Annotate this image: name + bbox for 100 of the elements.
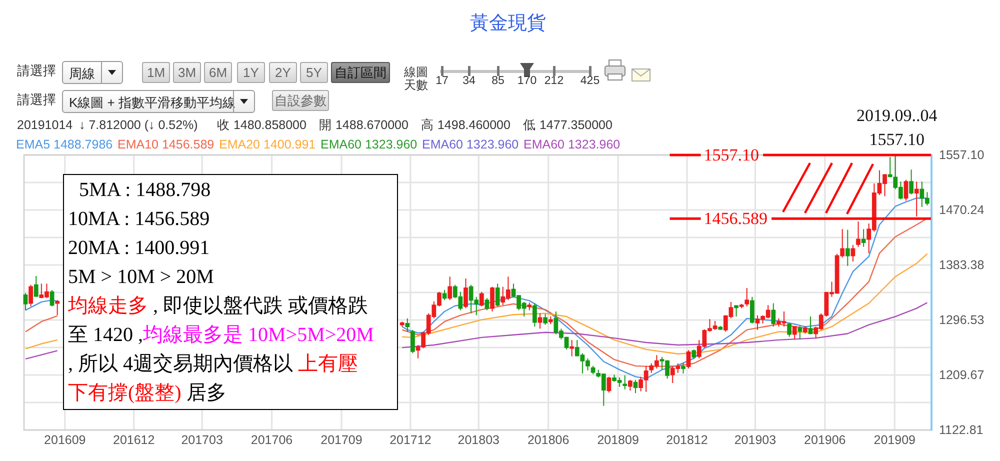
- annotation: , 即使以盤代跌 或價格跌: [152, 295, 368, 317]
- annotation: 上有壓: [298, 353, 358, 375]
- candlestick: [850, 244, 856, 262]
- annotation: 均線走多: [68, 295, 148, 317]
- text: 請選擇: [17, 63, 56, 79]
- x-tick-label: 201903: [734, 433, 776, 447]
- candlestick: [681, 362, 686, 374]
- candlestick: [590, 365, 596, 375]
- annotation: 1557.10: [869, 130, 925, 149]
- candlestick: [622, 374, 628, 390]
- annotation: 10MA : 1456.589: [68, 207, 211, 232]
- annotation: 5MA : 1488.798: [78, 178, 212, 203]
- button: 自訂區間: [331, 62, 390, 83]
- candlestick: [28, 284, 34, 307]
- x-tick-label: 201909: [874, 433, 916, 447]
- candlestick: [808, 316, 813, 335]
- candlestick: [50, 289, 54, 307]
- x-tick-label: 201806: [527, 433, 570, 447]
- text: 212: [544, 74, 564, 89]
- candlestick: [410, 329, 415, 354]
- button: 6M: [204, 62, 232, 83]
- candlestick: [448, 276, 452, 301]
- text: 425: [580, 74, 600, 89]
- x-tick-label: 201709: [320, 433, 362, 447]
- button: 2Y: [269, 62, 297, 83]
- candlestick: [798, 326, 802, 340]
- x-tick-label: 201706: [250, 433, 293, 447]
- candlestick: [538, 312, 542, 330]
- y-tick-label: 1557.10: [939, 148, 984, 162]
- annotation: 2019.09..04: [856, 106, 938, 125]
- x-tick-label: 201803: [458, 433, 500, 447]
- text: 17: [436, 74, 448, 89]
- candlestick: [479, 291, 484, 307]
- candlestick: [739, 303, 744, 309]
- candlestick: [527, 302, 532, 311]
- text: ↓ 7.812000 (↓ 0.52%): [79, 117, 198, 133]
- candlestick: [633, 379, 638, 394]
- candlestick: [484, 298, 490, 311]
- x-tick-label: 201609: [44, 433, 86, 447]
- text: EMA60 1323.960: [524, 138, 620, 152]
- x-tick-label: 201812: [666, 433, 708, 447]
- text: EMA60 1323.960: [320, 138, 418, 152]
- candlestick: [803, 326, 808, 334]
- candlestick: [532, 302, 537, 328]
- annotation: 至 1420 ,: [68, 324, 143, 346]
- candlestick: [543, 314, 548, 326]
- y-tick-label: 1122.81: [939, 423, 984, 437]
- candlestick: [909, 169, 914, 195]
- annotation: 下有撐(盤整): [68, 382, 182, 404]
- candlestick: [771, 302, 776, 328]
- x-tick-label: 201906: [804, 433, 846, 447]
- candlestick: [750, 296, 754, 324]
- y-tick-label: 1209.67: [939, 368, 984, 382]
- button: 自設參數: [272, 90, 329, 111]
- x-tick-label: 201703: [181, 433, 223, 447]
- candlestick: [628, 379, 632, 392]
- text: 低 1477.350000: [523, 117, 612, 133]
- annotation: 居多: [185, 382, 226, 404]
- text: 開 1488.670000: [319, 117, 408, 133]
- candlestick: [692, 348, 696, 360]
- candlestick: [686, 350, 691, 369]
- text: 高 1498.460000: [421, 117, 510, 133]
- candlestick: [904, 179, 908, 202]
- x-tick-label: 201809: [597, 433, 639, 447]
- ref-line-label: 1456.589: [704, 209, 768, 228]
- candlestick: [787, 322, 792, 338]
- candlestick: [548, 316, 553, 325]
- text: 收 1480.858000: [217, 117, 306, 133]
- line-series: [402, 253, 928, 354]
- y-tick-label: 1470.24: [939, 203, 984, 217]
- candlestick: [734, 304, 738, 318]
- button: 1Y: [237, 62, 265, 83]
- y-tick-label: 1296.53: [939, 312, 984, 327]
- y-tick-label: 1383.38: [939, 258, 984, 272]
- candlestick: [606, 376, 612, 394]
- candlestick: [744, 288, 750, 307]
- text: EMA10 1456.589: [118, 138, 214, 152]
- candlestick: [55, 300, 60, 316]
- candlestick: [405, 318, 410, 332]
- button: 1M: [142, 62, 170, 83]
- text: EMA5 1488.7986: [16, 138, 113, 152]
- text: 170: [517, 74, 537, 89]
- text: 85: [492, 74, 504, 89]
- annotation: 5M > 10M > 20M: [68, 265, 215, 290]
- ref-line-label: 1557.10: [704, 146, 760, 164]
- candlestick: [861, 228, 866, 248]
- candlestick: [570, 339, 574, 357]
- button: 5Y: [300, 62, 328, 83]
- line-series: [402, 302, 928, 348]
- candlestick: [490, 286, 494, 312]
- candlestick: [495, 283, 500, 307]
- candlestick: [34, 276, 38, 298]
- x-tick-label: 201612: [113, 433, 155, 447]
- text: EMA60 1323.960: [422, 138, 519, 152]
- button: 3M: [173, 62, 201, 83]
- text: 20191014: [17, 117, 73, 133]
- candlestick: [914, 181, 919, 217]
- text: 34: [462, 74, 476, 89]
- text: 天數: [404, 78, 428, 93]
- candlestick: [400, 321, 404, 328]
